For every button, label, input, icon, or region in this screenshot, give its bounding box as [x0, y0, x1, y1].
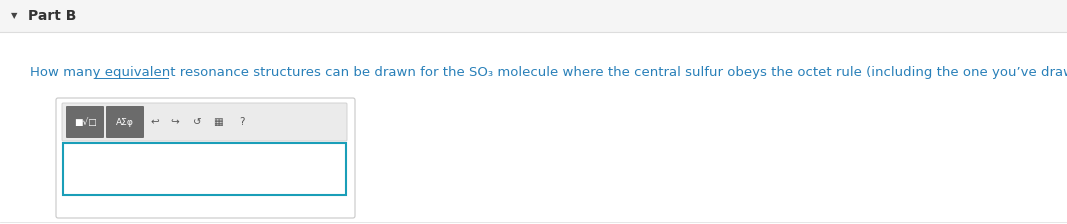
Text: ▼: ▼	[11, 11, 17, 21]
FancyBboxPatch shape	[66, 106, 103, 138]
Text: How many equivalent resonance structures can be drawn for the SO₃ molecule where: How many equivalent resonance structures…	[30, 65, 1067, 78]
FancyBboxPatch shape	[106, 106, 144, 138]
Text: Part B: Part B	[28, 9, 77, 23]
Text: ↺: ↺	[193, 117, 202, 127]
Text: ΑΣφ: ΑΣφ	[116, 118, 134, 127]
Text: ↪: ↪	[171, 117, 179, 127]
Bar	[0, 0, 1067, 32]
Bar	[0, 32, 1067, 224]
Text: ↩: ↩	[150, 117, 159, 127]
Text: ?: ?	[239, 117, 244, 127]
Text: ■√□: ■√□	[74, 118, 96, 127]
Text: ▦: ▦	[213, 117, 223, 127]
FancyBboxPatch shape	[55, 98, 355, 218]
Bar	[63, 143, 346, 195]
FancyBboxPatch shape	[62, 103, 347, 141]
